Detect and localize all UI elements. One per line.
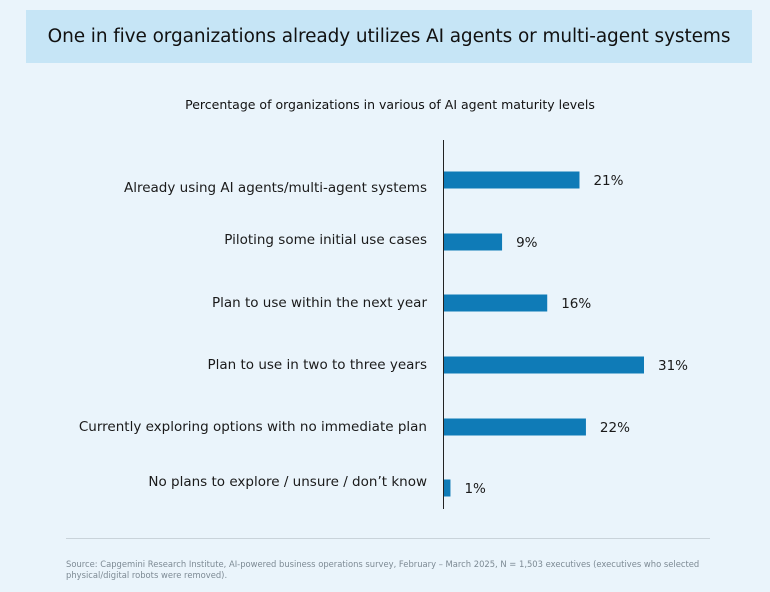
chart-title: One in five organizations already utiliz… xyxy=(47,26,731,47)
category-label-0: Already using AI agents/multi-agent syst… xyxy=(124,180,427,196)
bar-3 xyxy=(444,356,644,374)
source-note: Source: Capgemini Research Institute, AI… xyxy=(66,559,700,580)
value-label-0: 21% xyxy=(593,173,623,189)
value-label-4: 22% xyxy=(600,420,630,436)
bar-1 xyxy=(444,233,503,251)
value-label-1: 9% xyxy=(516,235,538,251)
title-banner: One in five organizations already utiliz… xyxy=(26,10,752,63)
category-label-1: Piloting some initial use cases xyxy=(224,232,427,248)
value-label-3: 31% xyxy=(658,358,688,374)
value-label-2: 16% xyxy=(561,296,591,312)
bar-chart: 21% Already using AI agents/multi-agent s… xyxy=(79,140,688,509)
bar-0 xyxy=(444,171,580,189)
value-label-5: 1% xyxy=(464,481,486,497)
category-label-2: Plan to use within the next year xyxy=(212,295,427,311)
bar-2 xyxy=(444,294,548,312)
category-label-5: No plans to explore / unsure / don’t kno… xyxy=(148,474,427,490)
bar-5 xyxy=(444,479,451,497)
bar-4 xyxy=(444,418,586,436)
footer-divider xyxy=(66,538,710,539)
category-label-3: Plan to use in two to three years xyxy=(207,357,427,373)
category-label-4: Currently exploring options with no imme… xyxy=(79,419,427,435)
chart-subtitle: Percentage of organizations in various o… xyxy=(185,97,595,112)
